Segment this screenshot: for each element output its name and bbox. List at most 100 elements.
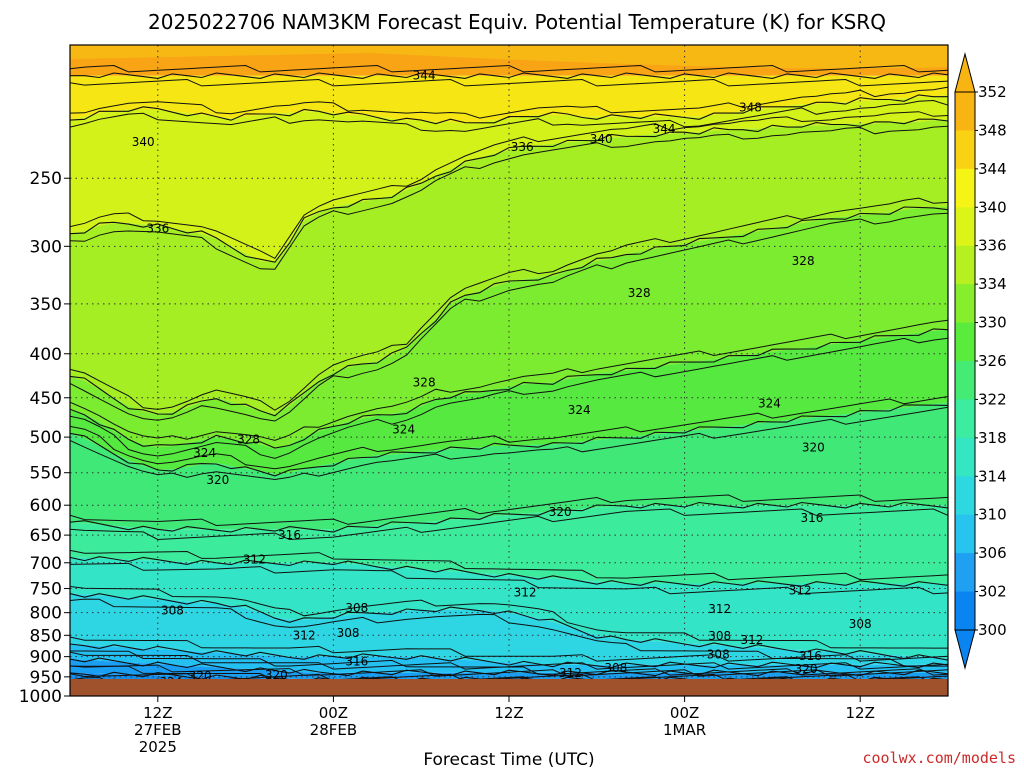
- contour-fill-band: [70, 75, 948, 124]
- colorbar-swatch: [955, 476, 975, 516]
- colorbar-swatch: [955, 245, 975, 285]
- colorbar-swatch: [955, 322, 975, 362]
- contour-label: 312: [243, 553, 266, 567]
- contour-fill-band: [70, 402, 948, 530]
- contour-fill-band: [70, 94, 948, 263]
- contour-line-324: [70, 328, 948, 449]
- contour-label: 320: [549, 505, 572, 519]
- contour-label: 320: [206, 473, 229, 487]
- colorbar-swatch: [955, 553, 975, 593]
- y-tick-label: 850: [30, 626, 62, 646]
- contour-line-324: [70, 319, 948, 441]
- contour-label: 336: [146, 221, 169, 235]
- contour-label: 344: [413, 69, 436, 83]
- contour-label: 324: [193, 446, 216, 460]
- colorbar-swatch: [955, 207, 975, 247]
- y-tick-label: 400: [30, 345, 62, 365]
- contour-label: 308: [345, 601, 368, 615]
- y-tick-label: 650: [30, 526, 62, 546]
- contour-fill-band: [70, 505, 948, 584]
- contour-line-312: [70, 549, 948, 581]
- contour-label: 316: [278, 528, 301, 542]
- colorbar-tick-label: 336: [978, 237, 1007, 255]
- colorbar-tick-label: 352: [978, 83, 1007, 101]
- colorbar-swatch: [955, 514, 975, 554]
- contour-label: 312: [708, 602, 731, 616]
- contour-line-316: [70, 494, 948, 527]
- y-tick-label: 1000: [19, 687, 62, 707]
- colorbar-swatch: [955, 92, 975, 131]
- contour-label: 312: [514, 586, 537, 600]
- colorbar-tick-label: 314: [978, 467, 1007, 485]
- contour-line-328: [70, 212, 948, 422]
- x-tick-label: 00Z: [670, 704, 699, 722]
- colorbar-bottom-arrow: [954, 629, 976, 670]
- contour-label: 316: [799, 649, 822, 663]
- colorbar-tick-label: 330: [978, 314, 1007, 332]
- contour-line-320: [70, 396, 948, 470]
- contour-fill-band: [70, 120, 948, 414]
- contour-line-308: [70, 598, 948, 667]
- y-tick-label: 350: [30, 295, 62, 315]
- contour-label: 308: [337, 626, 360, 640]
- contour-line-344: [70, 72, 948, 79]
- contour-label: 316: [345, 655, 368, 669]
- y-tick-label: 500: [30, 428, 62, 448]
- contour-line-320: [70, 404, 948, 477]
- contour-label: 324: [758, 397, 781, 411]
- contour-line-316: [70, 501, 948, 533]
- contour-label: 308: [161, 603, 184, 617]
- contour-fill-band: [70, 207, 948, 449]
- contour-line-316: [70, 657, 948, 677]
- contour-label: 308: [708, 629, 731, 643]
- contour-label: 324: [392, 423, 415, 437]
- colorbar-tick-label: 322: [978, 390, 1007, 408]
- contour-line-308: [70, 586, 948, 649]
- y-tick-label: 800: [30, 604, 62, 624]
- x-tick-label: 12Z: [143, 704, 172, 722]
- colorbar-swatch: [955, 168, 975, 208]
- x-tick-label: 1MAR: [663, 721, 706, 739]
- y-tick-label: 700: [30, 554, 62, 574]
- contour-line-340: [70, 86, 948, 119]
- colorbar-tick-label: 340: [978, 198, 1007, 216]
- colorbar: 352 348 344 340 336 334 330 326 322 318 314 310 306 3…: [954, 52, 1007, 670]
- contour-line-340: [70, 94, 948, 125]
- surface-terrain-band: [70, 679, 948, 696]
- colorbar-swatch: [955, 130, 975, 170]
- y-tick-label: 950: [30, 668, 62, 688]
- contour-label: 308: [604, 661, 627, 675]
- contour-label: 308: [707, 648, 730, 662]
- colorbar-swatch: [955, 399, 975, 439]
- contour-label: 328: [413, 376, 436, 390]
- contour-fill-band: [70, 329, 948, 475]
- contour-line-336: [70, 111, 948, 260]
- contour-line-308: [70, 592, 948, 661]
- colorbar-tick-label: 326: [978, 352, 1007, 370]
- contour-label: 312: [559, 666, 582, 680]
- colorbar-swatch: [955, 361, 975, 400]
- contour-line-324: [70, 337, 948, 459]
- colorbar-tick-label: 300: [978, 621, 1007, 639]
- contour-label: 328: [237, 432, 260, 446]
- y-tick-label: 900: [30, 648, 62, 668]
- colorbar-tick-label: 334: [978, 275, 1007, 293]
- colorbar-tick-label: 318: [978, 429, 1007, 447]
- contour-label: 348: [739, 101, 762, 115]
- colorbar-tick-label: 344: [978, 160, 1007, 178]
- contour-label: 324: [568, 403, 591, 417]
- contour-label: 336: [511, 140, 534, 154]
- y-tick-label: 550: [30, 464, 62, 484]
- colorbar-swatch: [955, 591, 975, 631]
- contour-line-340: [70, 99, 948, 132]
- contour-label: 328: [628, 286, 651, 300]
- x-tick-label: 12Z: [846, 704, 875, 722]
- contour-label: 312: [293, 628, 316, 642]
- contour-line-336: [70, 125, 948, 270]
- plot-area: 344 348 344 340 336 340 336 328 328 328 324 324 324 3…: [70, 45, 948, 696]
- contour-line-320: [70, 406, 948, 481]
- contour-line-344: [70, 64, 948, 73]
- y-tick-label: 250: [30, 169, 62, 189]
- x-tick-label: 28FEB: [310, 721, 357, 739]
